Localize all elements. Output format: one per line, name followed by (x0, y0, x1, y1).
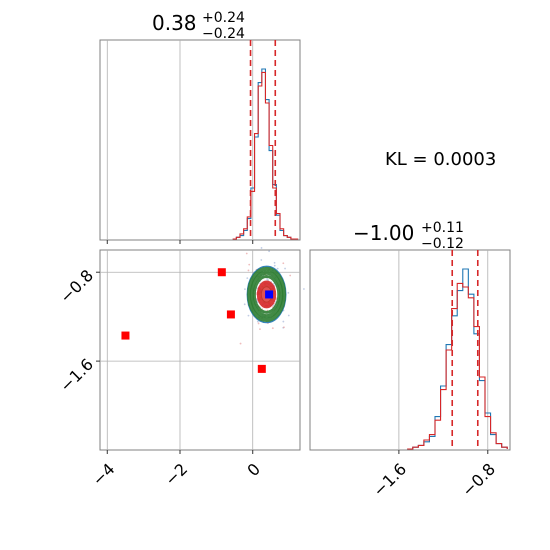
joint-sample-point (271, 327, 274, 330)
joint-sample-point (273, 261, 276, 264)
joint-sample-point (273, 264, 276, 267)
joint-sample-point (282, 262, 285, 265)
x-marginal-hist-series (232, 71, 299, 240)
joint-contour (247, 266, 286, 323)
joint-x-tick-label: −2 (161, 459, 191, 489)
joint-contour (252, 275, 281, 314)
x-marginal-ticks (106, 240, 254, 244)
joint-x-tick-label: 0 (243, 459, 264, 480)
joint-blue-marker (265, 290, 274, 299)
joint-red-marker (217, 268, 226, 277)
joint-grid (100, 250, 300, 450)
y-marginal-x-tick-label: −1.6 (369, 459, 410, 500)
joint-red-marker (257, 364, 266, 373)
joint-sample-point (247, 314, 250, 317)
joint-sample-point (259, 328, 261, 331)
y-marginal-x-tick-labels: −1.6 −0.8 (369, 459, 499, 500)
joint-sample-point (257, 322, 260, 325)
joint-red-marker (121, 331, 130, 340)
y-marginal-histograms (407, 268, 508, 450)
joint-sample-point (267, 279, 269, 282)
joint-ticks (96, 271, 254, 454)
y-marginal-panel: −1.6 −0.8 −1.00 +0.11 −0.12 (309, 220, 511, 500)
x-marginal-title-value: 0.38 (152, 11, 197, 35)
y-marginal-x-tick-label: −0.8 (458, 459, 499, 500)
x-marginal-quantiles (249, 40, 277, 240)
joint-sample-point (284, 267, 286, 270)
y-marginal-title-plus: +0.11 (421, 220, 464, 236)
joint-red-marker (226, 310, 235, 319)
joint-sample-point (248, 263, 251, 266)
joint-sample-point (273, 302, 276, 305)
x-marginal-grid (106, 40, 254, 240)
joint-sample-point (268, 250, 271, 253)
joint-frame (99, 249, 301, 451)
joint-sample-point (282, 320, 285, 323)
joint-sample-point (260, 259, 263, 261)
joint-sample-point (283, 326, 285, 329)
joint-sample-point (247, 269, 250, 272)
joint-contour (249, 270, 284, 319)
x-marginal-frame (99, 39, 301, 241)
joint-panel: −0.8 −1.6 −4 −2 0 (56, 247, 305, 490)
joint-y-tick-labels: −0.8 −1.6 (56, 266, 97, 396)
joint-sample-point (245, 252, 248, 255)
y-marginal-quantiles (451, 250, 479, 450)
joint-sample-point (266, 278, 268, 280)
y-marginal-title-minus: −0.12 (421, 236, 464, 252)
joint-markers (121, 268, 274, 373)
y-marginal-grid (398, 250, 489, 450)
y-marginal-frame (309, 249, 511, 451)
joint-sample-point (246, 277, 249, 280)
y-marginal-title-value: −1.00 (353, 221, 414, 245)
joint-sample-point (303, 288, 305, 290)
x-marginal-histograms (232, 68, 299, 240)
x-marginal-title-minus: −0.24 (202, 26, 245, 42)
joint-sample-point (256, 320, 259, 323)
joint-sample-point (243, 303, 246, 306)
joint-sample-point (289, 274, 292, 277)
joint-y-tick-label: −1.6 (56, 355, 97, 396)
y-marginal-hist-series (407, 282, 508, 450)
x-marginal-title-plus: +0.24 (202, 10, 245, 26)
x-marginal-panel: 0.38 +0.24 −0.24 (99, 10, 301, 244)
joint-sample-point (244, 288, 246, 291)
joint-sample-point (260, 247, 263, 249)
y-marginal-ticks (398, 450, 489, 454)
joint-x-tick-labels: −4 −2 0 (88, 459, 264, 489)
joint-y-tick-label: −0.8 (56, 266, 97, 307)
joint-x-tick-label: −4 (88, 459, 118, 489)
joint-sample-point (287, 291, 290, 294)
joint-sample-point (239, 342, 242, 345)
joint-sample-point (276, 267, 279, 270)
kl-annotation: KL = 0.0003 (385, 149, 496, 170)
joint-sample-point (287, 314, 290, 317)
